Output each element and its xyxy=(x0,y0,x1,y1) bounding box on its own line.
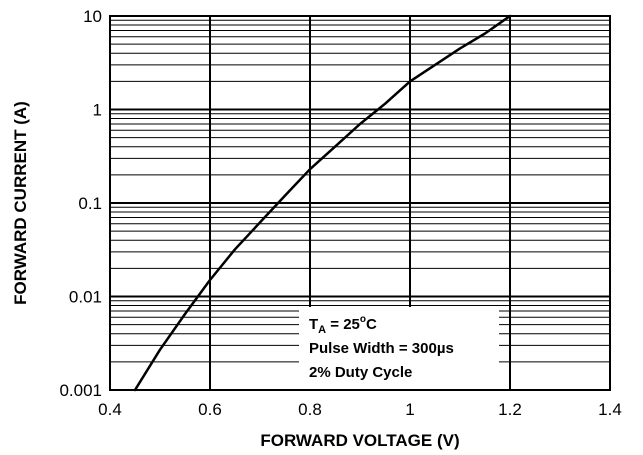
x-tick-label: 0.8 xyxy=(298,400,322,419)
curve-layer xyxy=(133,14,512,392)
x-axis-label: FORWARD VOLTAGE (V) xyxy=(260,431,459,450)
y-tick-labels: 0.001 0.01 0.1 1 10 xyxy=(59,7,102,400)
y-tick-label: 1 xyxy=(93,101,102,120)
minor-grid xyxy=(110,19,610,363)
legend-degree: o xyxy=(360,314,366,325)
x-tick-label: 1 xyxy=(405,400,414,419)
x-tick-label: 0.4 xyxy=(98,400,122,419)
y-tick-label: 0.1 xyxy=(78,194,102,213)
forward-current-curve xyxy=(133,14,512,392)
legend-temp-value: = 25 xyxy=(326,316,360,333)
legend-box xyxy=(299,307,499,389)
y-tick-label: 0.01 xyxy=(69,288,102,307)
y-axis-label: FORWARD CURRENT (A) xyxy=(11,101,30,305)
x-tick-labels: 0.4 0.6 0.8 1 1.2 1.4 xyxy=(98,400,622,419)
plot-area-frame xyxy=(109,15,611,391)
x-tick-label: 1.4 xyxy=(598,400,622,419)
legend-duty-cycle: 2% Duty Cycle xyxy=(309,364,412,381)
legend-temp-unit: C xyxy=(366,316,377,333)
x-tick-label: 1.2 xyxy=(498,400,522,419)
legend-pulse-width: Pulse Width = 300µs xyxy=(309,340,454,357)
conditions-legend: TA = 25oC Pulse Width = 300µs 2% Duty Cy… xyxy=(299,307,499,389)
x-tick-label: 0.6 xyxy=(198,400,222,419)
legend-temperature: TA = 25oC xyxy=(309,314,377,336)
y-tick-label: 10 xyxy=(83,7,102,26)
y-tick-label: 0.001 xyxy=(59,381,102,400)
legend-t-subscript: A xyxy=(318,324,326,336)
legend-t: T xyxy=(309,316,318,333)
